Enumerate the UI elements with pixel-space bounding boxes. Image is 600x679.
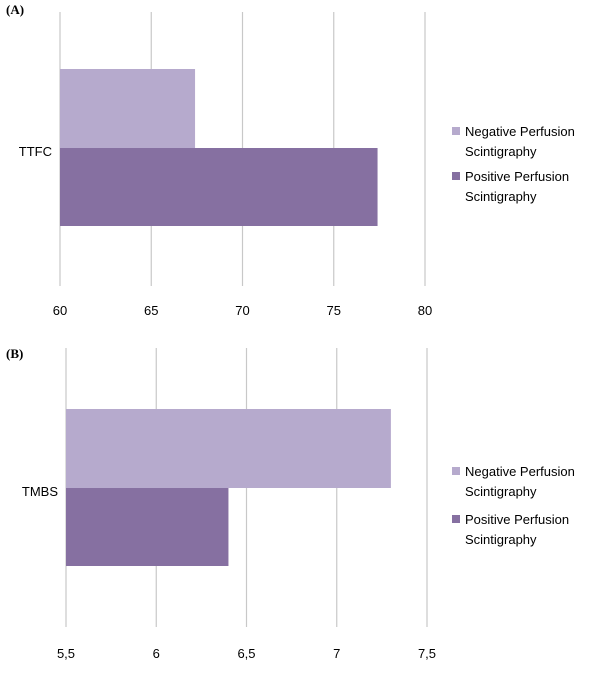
bar-negative [60,69,196,148]
legend-swatch-positive [452,515,460,523]
x-tick-label: 75 [327,303,341,318]
legend-swatch-negative [452,127,460,135]
x-tick-label: 65 [144,303,158,318]
legend-label: Scintigraphy [465,189,537,204]
panel-label: (A) [6,2,24,17]
x-tick-label: 60 [53,303,67,318]
bar-negative [66,409,391,488]
chart-panel-a: (A) TTFC 60 65 70 75 80 Negative Perfusion Scint… [6,2,575,318]
x-tick-label: 70 [235,303,249,318]
x-tick-label: 6 [153,646,160,661]
legend-label: Positive Perfusion [465,512,569,527]
legend-swatch-negative [452,467,460,475]
legend-label: Scintigraphy [465,144,537,159]
legend-label: Scintigraphy [465,532,537,547]
x-tick-label: 6,5 [237,646,255,661]
bar-positive [66,488,229,566]
x-tick-label: 7,5 [418,646,436,661]
chart-panel-b: (B) TMBS 5,5 6 6,5 7 7,5 Negative Perfusion Scin… [6,346,575,661]
category-label: TMBS [22,484,58,499]
legend-label: Negative Perfusion [465,464,575,479]
legend-label: Scintigraphy [465,484,537,499]
x-tick-label: 5,5 [57,646,75,661]
legend-swatch-positive [452,172,460,180]
category-label: TTFC [19,144,52,159]
x-tick-label: 7 [333,646,340,661]
panel-label: (B) [6,346,23,361]
legend-label: Positive Perfusion [465,169,569,184]
bar-positive [60,148,378,226]
x-tick-label: 80 [418,303,432,318]
legend-label: Negative Perfusion [465,124,575,139]
